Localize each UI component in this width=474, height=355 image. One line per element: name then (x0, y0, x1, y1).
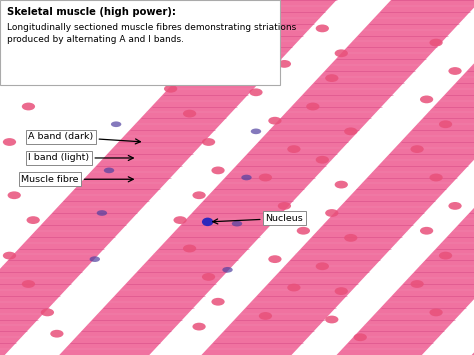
Polygon shape (59, 0, 474, 355)
Ellipse shape (3, 252, 16, 260)
Ellipse shape (12, 74, 26, 82)
Ellipse shape (325, 74, 338, 82)
Ellipse shape (260, 79, 271, 84)
Ellipse shape (259, 312, 272, 320)
Ellipse shape (439, 252, 452, 260)
Ellipse shape (192, 323, 206, 331)
Ellipse shape (232, 221, 242, 226)
Ellipse shape (183, 110, 196, 118)
Ellipse shape (251, 129, 261, 134)
Ellipse shape (164, 85, 177, 93)
Ellipse shape (278, 202, 291, 210)
Ellipse shape (335, 181, 348, 189)
Ellipse shape (173, 216, 187, 224)
Ellipse shape (316, 24, 329, 32)
Ellipse shape (259, 174, 272, 181)
Ellipse shape (268, 255, 282, 263)
Ellipse shape (202, 273, 215, 281)
Ellipse shape (31, 21, 45, 29)
Ellipse shape (8, 191, 21, 199)
Ellipse shape (120, 75, 131, 81)
Ellipse shape (211, 166, 225, 174)
Ellipse shape (354, 333, 367, 341)
Ellipse shape (344, 127, 357, 135)
Text: Skeletal muscle (high power):: Skeletal muscle (high power): (7, 7, 176, 17)
Ellipse shape (448, 67, 462, 75)
Polygon shape (472, 0, 474, 355)
Ellipse shape (241, 175, 252, 180)
Polygon shape (201, 0, 474, 355)
Ellipse shape (268, 117, 282, 125)
Ellipse shape (335, 287, 348, 295)
Ellipse shape (222, 267, 233, 273)
Ellipse shape (192, 191, 206, 199)
Ellipse shape (50, 330, 64, 338)
Ellipse shape (27, 216, 40, 224)
Text: I band (light): I band (light) (28, 153, 133, 163)
Ellipse shape (410, 280, 424, 288)
Ellipse shape (287, 145, 301, 153)
Text: A band (dark): A band (dark) (28, 132, 140, 144)
Ellipse shape (429, 174, 443, 181)
Text: Longitudinally sectioned muscle fibres demonstrating striations
produced by alte: Longitudinally sectioned muscle fibres d… (7, 23, 296, 44)
Ellipse shape (3, 138, 16, 146)
Ellipse shape (297, 227, 310, 235)
Ellipse shape (211, 298, 225, 306)
Ellipse shape (306, 103, 319, 110)
Ellipse shape (202, 138, 215, 146)
Ellipse shape (183, 245, 196, 252)
Ellipse shape (325, 316, 338, 323)
Ellipse shape (104, 168, 114, 173)
Ellipse shape (41, 308, 54, 316)
Ellipse shape (259, 39, 272, 47)
Ellipse shape (31, 156, 45, 164)
Ellipse shape (420, 95, 433, 103)
Ellipse shape (173, 32, 187, 39)
Ellipse shape (420, 227, 433, 235)
Ellipse shape (278, 60, 291, 68)
Ellipse shape (97, 210, 107, 216)
Ellipse shape (192, 56, 206, 64)
Text: Muscle fibre: Muscle fibre (21, 175, 133, 184)
Ellipse shape (249, 88, 263, 96)
Ellipse shape (316, 156, 329, 164)
Polygon shape (0, 0, 337, 355)
Ellipse shape (448, 202, 462, 210)
Ellipse shape (439, 120, 452, 128)
Ellipse shape (90, 256, 100, 262)
Ellipse shape (429, 308, 443, 316)
Ellipse shape (410, 145, 424, 153)
Ellipse shape (287, 284, 301, 291)
Ellipse shape (316, 262, 329, 270)
Ellipse shape (429, 39, 443, 47)
Ellipse shape (111, 121, 121, 127)
Ellipse shape (344, 234, 357, 242)
Ellipse shape (12, 46, 26, 54)
Ellipse shape (335, 49, 348, 57)
Text: Nucleus: Nucleus (213, 214, 303, 224)
Ellipse shape (325, 209, 338, 217)
Polygon shape (337, 0, 474, 355)
Ellipse shape (22, 103, 35, 110)
Circle shape (202, 218, 213, 226)
Ellipse shape (22, 280, 35, 288)
Bar (0, 0, 280, 85)
